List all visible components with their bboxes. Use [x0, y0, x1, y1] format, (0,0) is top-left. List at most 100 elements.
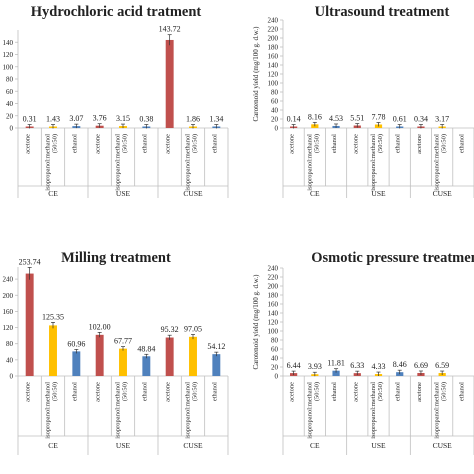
chart1-category-label: isopropanol:methanol — [45, 134, 52, 191]
chart2-y-tick-label: 220 — [268, 26, 279, 34]
chart3-bar — [49, 325, 57, 376]
chart4-bar — [332, 370, 340, 376]
chart3-y-tick-label: 240 — [3, 276, 14, 284]
chart2-category-label: (50:50) — [377, 134, 384, 153]
chart4-data-label: 11.81 — [327, 359, 345, 368]
chart4-title: Osmotic pressure treatmen — [311, 250, 474, 266]
chart4-y-tick-label: 0 — [275, 373, 279, 381]
chart1-category-label: ethanol — [211, 134, 218, 153]
chart1-category-label: (50:50) — [52, 134, 59, 153]
chart1-data-label: 143.72 — [159, 25, 181, 34]
chart3-data-label: 48.84 — [137, 344, 155, 353]
chart4-category-label: ethanol — [395, 382, 402, 401]
chart3-category-label: ethanol — [211, 382, 218, 401]
chart2-title: Ultrasound treatment — [315, 4, 450, 20]
chart2-category-label: isopropanol:methanol — [370, 134, 377, 191]
chart1-y-tick-label: 140 — [3, 39, 14, 47]
chart1-category-label: acetone — [165, 134, 172, 154]
chart1-y-tick-label: 120 — [3, 51, 14, 59]
chart1-category-label: ethanol — [141, 134, 148, 153]
chart3-category-label: acetone — [95, 382, 102, 402]
chart2-y-tick-label: 100 — [268, 80, 279, 88]
chart4-y-tick-label: 140 — [268, 310, 279, 318]
chart2-category-label: acetone — [352, 134, 359, 154]
chart1-y-tick-label: 20 — [6, 112, 14, 120]
chart3-data-label: 60.96 — [67, 339, 85, 348]
chart3-category-label: isopropanol:methanol — [45, 382, 52, 439]
chart2-data-label: 7.78 — [372, 112, 386, 121]
chart3-y-tick-label: 120 — [3, 324, 14, 332]
chart4-y-axis-label: Carotenoid yield (mg/100 g. d.w.) — [252, 274, 260, 370]
chart2-y-tick-label: 40 — [271, 107, 279, 115]
chart2-group-label: CUSE — [433, 189, 453, 198]
chart3-group-label: CUSE — [183, 441, 203, 450]
chart4-y-tick-label: 200 — [268, 283, 279, 291]
chart3-bar — [119, 348, 127, 376]
chart1-y-tick-label: 0 — [10, 125, 14, 133]
chart3-category-label: acetone — [165, 382, 172, 402]
chart4-data-label: 8.46 — [393, 360, 407, 369]
chart1-category-label: ethanol — [71, 134, 78, 153]
chart2-category-label: isopropanol:methanol — [306, 134, 313, 191]
chart1-bar — [165, 39, 174, 129]
chart3-data-label: 253.74 — [19, 257, 41, 266]
chart2-category-label: ethanol — [331, 134, 338, 153]
chart4-y-tick-label: 120 — [268, 319, 279, 327]
chart1-category-label: (50:50) — [192, 134, 199, 153]
chart1-data-label: 0.31 — [23, 115, 37, 124]
chart3-group-label: USE — [116, 441, 131, 450]
chart1-y-tick-label: 60 — [6, 88, 14, 96]
chart3-category-label: isopropanol:methanol — [115, 382, 122, 439]
chart1-category-label: (50:50) — [122, 134, 129, 153]
chart2-data-label: 5.51 — [350, 114, 364, 123]
chart3-y-tick-label: 80 — [6, 340, 14, 348]
chart1-group-label: CE — [48, 189, 58, 198]
chart4-data-label: 6.33 — [350, 361, 364, 370]
chart2-category-label: isopropanol:methanol — [434, 134, 441, 191]
chart3-data-label: 54.12 — [207, 342, 225, 351]
chart2-data-label: 0.34 — [414, 115, 428, 124]
chart3-y-tick-label: 0 — [10, 373, 14, 381]
chart2-y-axis-label: Carotenoid yield (mg/100 g. d.w.) — [252, 26, 260, 122]
chart3-category-label: isopropanol:methanol — [185, 382, 192, 439]
chart1-category-label: acetone — [95, 134, 102, 154]
chart1-y-tick-label: 80 — [6, 76, 14, 84]
chart3-data-label: 97.05 — [184, 324, 202, 333]
chart4-y-tick-label: 100 — [268, 328, 279, 336]
chart4-category-label: isopropanol:methanol — [306, 382, 313, 439]
chart4-data-label: 6.69 — [414, 361, 428, 370]
chart4-group-label: CUSE — [433, 441, 453, 450]
chart1-title: Hydrochloric acid tratment — [31, 4, 202, 20]
chart2-group-label: USE — [371, 189, 386, 198]
chart1-category-label: isopropanol:methanol — [185, 134, 192, 191]
chart1-data-label: 3.07 — [69, 114, 83, 123]
chart3-group-label: CE — [48, 441, 58, 450]
chart1-data-label: 0.38 — [139, 115, 153, 124]
chart4-y-tick-label: 240 — [268, 265, 279, 273]
chart3-title: Milling treatment — [61, 250, 171, 266]
chart3-category-label: (50:50) — [122, 382, 129, 401]
chart4-category-label: ethanol — [458, 382, 465, 401]
chart2-data-label: 4.53 — [329, 114, 343, 123]
chart2-y-tick-label: 240 — [268, 17, 279, 25]
chart2-data-label: 0.61 — [393, 115, 407, 124]
chart2-y-tick-label: 160 — [268, 53, 279, 61]
chart4-category-label: acetone — [289, 382, 296, 402]
chart4-category-label: isopropanol:methanol — [370, 382, 377, 439]
chart4-data-label: 6.59 — [435, 361, 449, 370]
chart2-y-tick-label: 20 — [271, 116, 279, 124]
chart4-group-label: CE — [310, 441, 320, 450]
chart4-category-label: (50:50) — [441, 382, 448, 401]
chart4-y-tick-label: 20 — [271, 364, 279, 372]
chart4-y-tick-label: 40 — [271, 355, 279, 363]
chart2-category-label: ethanol — [458, 134, 465, 153]
chart3-bar — [142, 356, 151, 376]
chart4-y-tick-label: 80 — [271, 337, 279, 345]
chart3-data-label: 102.00 — [89, 322, 111, 331]
chart2-category-label: acetone — [289, 134, 296, 154]
chart4-category-label: (50:50) — [377, 382, 384, 401]
chart3-bar — [212, 354, 221, 376]
chart2-data-label: 8.16 — [308, 112, 322, 121]
chart1-group-label: USE — [116, 189, 131, 198]
